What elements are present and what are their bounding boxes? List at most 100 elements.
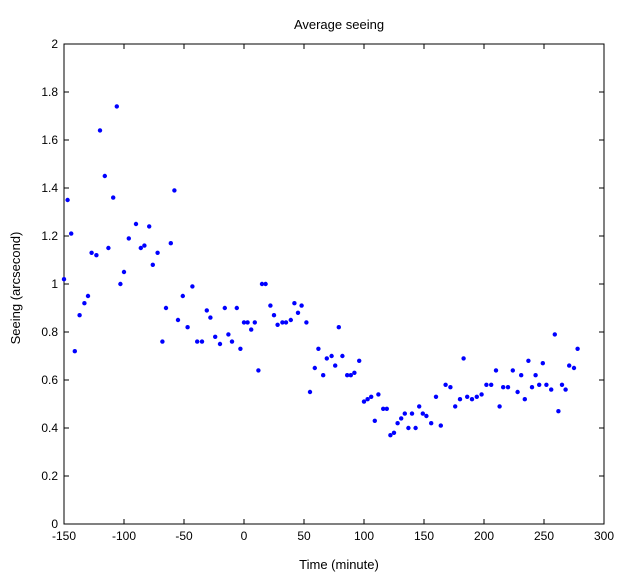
data-point: [172, 188, 177, 193]
data-point: [268, 303, 273, 308]
data-point: [424, 413, 429, 419]
data-point: [316, 346, 321, 351]
data-point: [443, 382, 448, 387]
data-point: [324, 356, 329, 361]
data-point: [395, 421, 400, 426]
data-point: [77, 313, 82, 318]
y-tick-label: 2: [51, 37, 58, 51]
data-point: [155, 250, 160, 255]
data-point: [147, 224, 152, 229]
data-point: [552, 332, 557, 337]
data-point: [575, 346, 580, 351]
data-point: [208, 315, 213, 320]
data-point: [195, 339, 200, 344]
data-point: [333, 363, 338, 368]
chart-title: Average seeing: [294, 17, 384, 32]
data-point: [72, 349, 78, 354]
data-point: [505, 385, 511, 390]
data-point: [357, 358, 362, 363]
data-point: [82, 301, 87, 306]
data-point: [406, 425, 411, 431]
data-point: [352, 370, 357, 375]
data-point: [168, 241, 173, 246]
data-point: [559, 382, 565, 387]
data-point: [510, 368, 515, 373]
data-point: [190, 284, 195, 289]
data-point: [199, 339, 205, 344]
y-tick-label: 1.8: [41, 85, 58, 99]
data-point: [118, 281, 123, 287]
x-tick-label: 200: [474, 529, 494, 543]
data-point: [234, 305, 239, 311]
data-point: [226, 332, 231, 337]
data-point: [185, 325, 190, 330]
data-point: [288, 317, 293, 323]
data-point: [150, 262, 155, 267]
data-point: [94, 253, 99, 258]
data-point: [138, 245, 143, 251]
data-point: [544, 382, 549, 387]
data-point: [275, 322, 280, 327]
data-point: [365, 397, 370, 402]
data-point: [474, 394, 479, 399]
x-tick-label: 100: [354, 529, 374, 543]
data-point: [369, 394, 374, 399]
data-point: [388, 433, 393, 438]
data-point: [526, 358, 531, 363]
data-point: [321, 373, 326, 378]
data-point: [376, 392, 381, 397]
y-tick-label: 1.6: [41, 133, 58, 147]
y-axis-label: Seeing (arcsecond): [8, 232, 23, 345]
data-point: [479, 392, 484, 397]
data-point: [515, 389, 520, 395]
data-point: [133, 221, 139, 227]
data-point: [307, 389, 313, 395]
x-tick-label: 50: [297, 529, 311, 543]
data-point: [163, 305, 169, 311]
x-tick-label: -100: [112, 529, 136, 543]
y-tick-label: 0.2: [41, 469, 58, 483]
data-point: [175, 317, 181, 323]
data-point: [348, 373, 353, 378]
data-point: [361, 399, 367, 404]
data-point: [114, 104, 120, 109]
data-point: [259, 281, 265, 287]
data-point: [457, 397, 463, 402]
data-point: [241, 320, 247, 325]
data-point: [556, 409, 561, 414]
data-point: [217, 341, 223, 347]
data-point: [283, 320, 289, 325]
data-point: [245, 320, 250, 325]
data-point: [448, 385, 453, 390]
data-point: [69, 231, 74, 236]
data-point: [180, 293, 185, 299]
data-point: [238, 346, 243, 351]
data-point: [85, 293, 91, 299]
y-tick-label: 0.4: [41, 421, 58, 435]
data-point: [222, 305, 227, 311]
x-tick-label: 300: [594, 529, 614, 543]
data-point: [420, 411, 425, 416]
data-point: [453, 404, 458, 409]
y-tick-label: 0.6: [41, 373, 58, 387]
data-point: [204, 308, 209, 313]
data-point: [529, 385, 535, 390]
data-point: [97, 128, 103, 133]
y-tick-label: 0: [51, 517, 58, 531]
data-point: [571, 365, 577, 371]
data-point: [312, 365, 317, 371]
data-point: [501, 385, 506, 390]
data-point: [280, 320, 285, 325]
data-point: [252, 320, 257, 325]
x-tick-label: -150: [52, 529, 76, 543]
x-tick-label: 250: [534, 529, 554, 543]
data-point: [249, 327, 254, 332]
x-tick-label: 0: [241, 529, 248, 543]
data-point: [402, 411, 407, 416]
data-point: [563, 387, 568, 392]
data-point: [295, 310, 301, 315]
data-point: [567, 363, 572, 368]
data-point: [304, 320, 309, 325]
